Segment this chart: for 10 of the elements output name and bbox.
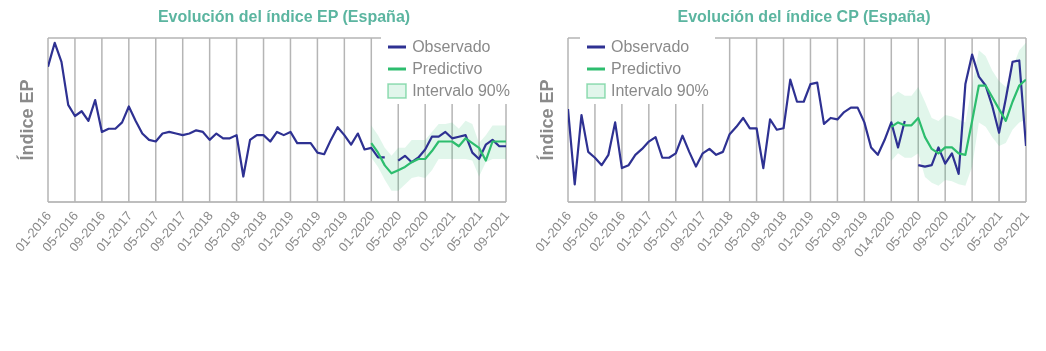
y-axis-title: Índice EP	[16, 79, 38, 161]
legend-label: Predictivo	[611, 59, 682, 79]
chart-title: Evolución del índice CP (España)	[676, 8, 932, 27]
annotation: Intervalo 90%	[412, 81, 510, 101]
legend-label: Observado	[412, 37, 491, 57]
y-axis-title: Índice EP	[536, 79, 558, 161]
chart-title: Evolución del índice EP (España)	[156, 8, 412, 27]
legend-label: Observado	[611, 37, 690, 57]
legend-label: Predictivo	[412, 59, 483, 79]
annotation: Intervalo 90%	[611, 81, 709, 101]
